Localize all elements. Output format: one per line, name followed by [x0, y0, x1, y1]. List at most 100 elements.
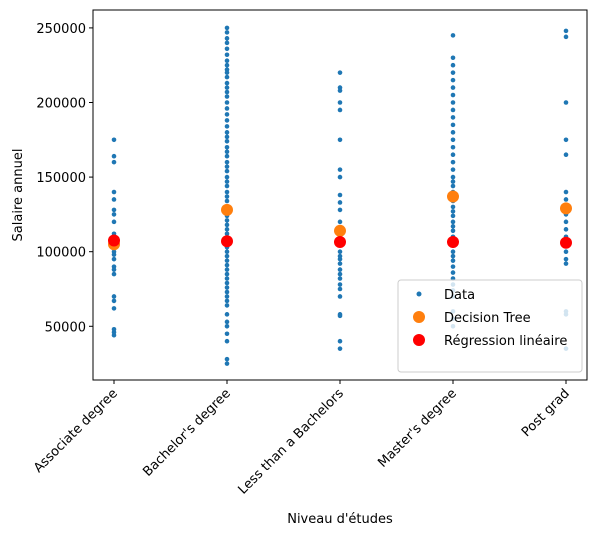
data-point — [337, 256, 343, 262]
data-point — [224, 218, 230, 223]
x-tick-label: Master's degree — [375, 386, 459, 470]
data-point — [563, 219, 569, 225]
data-point — [111, 332, 117, 338]
legend-box — [397, 279, 583, 373]
decision-tree-point — [447, 190, 459, 203]
data-point — [224, 62, 230, 68]
x-axis-ticks: Associate degree Bachelor's degree Less th… — [31, 380, 573, 498]
data-point — [224, 356, 230, 362]
data-point — [450, 213, 456, 219]
y-tick-label: 50000 — [45, 320, 86, 335]
data-point — [563, 227, 569, 232]
data-point — [111, 137, 117, 143]
plot-frame — [92, 9, 588, 381]
data-point — [111, 267, 117, 272]
data-point — [337, 192, 343, 198]
data-point — [224, 149, 230, 155]
data-point — [563, 152, 569, 158]
data-point — [224, 106, 230, 111]
data-point — [224, 30, 230, 35]
data-point — [337, 167, 343, 172]
data-point — [111, 256, 117, 262]
y-tick-label: 250000 — [36, 22, 86, 37]
x-axis-label: Niveau d'études — [287, 512, 393, 527]
data-point — [224, 134, 230, 140]
data-point — [224, 40, 230, 46]
data-point — [224, 159, 230, 165]
y-tick-label: 100000 — [36, 246, 86, 261]
data-point — [224, 130, 230, 135]
data-point — [450, 228, 456, 234]
data-point — [224, 58, 230, 64]
data-point — [450, 144, 456, 150]
legend-label-regression: Régression linéaire — [444, 334, 567, 349]
data-point — [224, 118, 230, 123]
data-point — [224, 298, 230, 304]
data-point — [450, 183, 456, 189]
data-point — [224, 249, 230, 254]
data-point — [337, 207, 343, 213]
data-point — [450, 204, 456, 210]
data-point — [563, 197, 569, 202]
data-point — [337, 294, 343, 299]
data-point — [111, 306, 117, 311]
legend-label-data: Data — [444, 288, 475, 303]
regression-point — [108, 234, 120, 247]
data-point — [450, 100, 456, 105]
data-point — [337, 219, 343, 225]
data-point — [337, 338, 343, 344]
legend: Data Decision Tree Régression linéaire — [397, 279, 583, 373]
data-point — [337, 137, 343, 143]
data-point — [337, 286, 343, 292]
data-point — [337, 100, 343, 105]
x-tick-label: Associate degree — [31, 386, 121, 476]
data-point — [563, 28, 569, 34]
data-point — [563, 249, 569, 254]
data-point — [224, 25, 230, 31]
data-point — [450, 159, 456, 165]
data-point — [450, 77, 456, 83]
data-point — [224, 198, 230, 204]
data-point — [337, 313, 343, 319]
data-point — [224, 144, 230, 150]
data-point — [224, 258, 230, 263]
data-point — [111, 153, 117, 159]
data-point — [337, 249, 343, 254]
data-point — [111, 189, 117, 195]
data-point — [450, 270, 456, 275]
legend-marker-data — [416, 291, 422, 297]
data-point — [224, 138, 230, 144]
data-point — [224, 80, 230, 86]
data-point — [337, 174, 343, 180]
regression-point — [447, 235, 459, 248]
data-point — [224, 194, 230, 199]
data-point — [224, 312, 230, 317]
data-point — [450, 70, 456, 75]
data-point — [224, 227, 230, 232]
data-point — [224, 174, 230, 180]
x-tick-label: Bachelor's degree — [140, 386, 233, 479]
data-point — [224, 294, 230, 299]
data-point — [450, 33, 456, 38]
data-point — [337, 346, 343, 351]
data-point — [224, 280, 230, 286]
data-point — [563, 137, 569, 143]
data-point — [111, 271, 117, 277]
data-point — [111, 197, 117, 202]
data-point — [563, 256, 569, 262]
data-point — [563, 100, 569, 105]
data-point — [224, 189, 230, 195]
data-point — [224, 46, 230, 52]
data-point — [450, 122, 456, 128]
data-point — [224, 100, 230, 105]
data-point — [563, 189, 569, 195]
data-point — [450, 258, 456, 263]
x-tick-label: Post grad — [519, 386, 573, 440]
data-point — [111, 219, 117, 225]
data-point — [224, 289, 230, 295]
data-point — [224, 253, 230, 259]
data-point — [224, 36, 230, 41]
regression-point — [221, 235, 233, 248]
x-tick-label: Less than a Bachelors — [236, 386, 347, 497]
legend-label-decision-tree: Decision Tree — [444, 311, 531, 326]
